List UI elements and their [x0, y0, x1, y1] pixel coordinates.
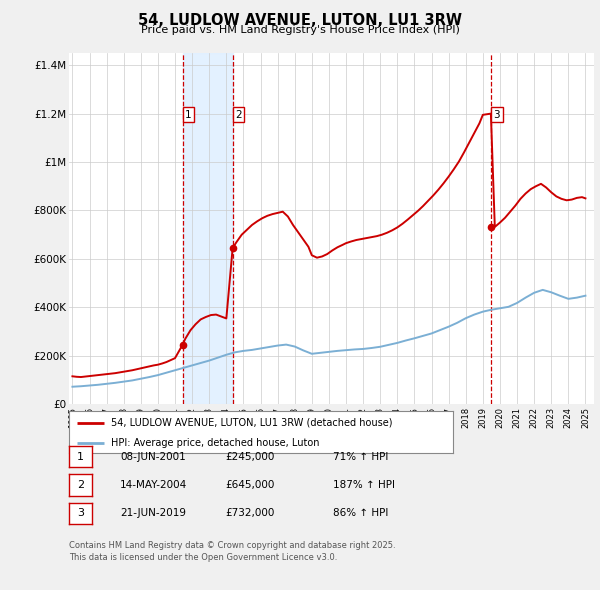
Text: 21-JUN-2019: 21-JUN-2019: [120, 509, 186, 518]
Text: 2: 2: [235, 110, 242, 120]
Text: 71% ↑ HPI: 71% ↑ HPI: [333, 452, 388, 461]
Text: £645,000: £645,000: [225, 480, 274, 490]
Text: 2: 2: [77, 480, 84, 490]
Text: 08-JUN-2001: 08-JUN-2001: [120, 452, 186, 461]
Text: 14-MAY-2004: 14-MAY-2004: [120, 480, 187, 490]
Text: Contains HM Land Registry data © Crown copyright and database right 2025.: Contains HM Land Registry data © Crown c…: [69, 541, 395, 550]
Bar: [182, 53, 233, 404]
Text: 1: 1: [185, 110, 192, 120]
Text: £732,000: £732,000: [225, 509, 274, 518]
Text: Price paid vs. HM Land Registry's House Price Index (HPI): Price paid vs. HM Land Registry's House …: [140, 25, 460, 35]
Text: 1: 1: [77, 452, 84, 461]
Text: 3: 3: [493, 110, 500, 120]
Text: 187% ↑ HPI: 187% ↑ HPI: [333, 480, 395, 490]
Text: 86% ↑ HPI: 86% ↑ HPI: [333, 509, 388, 518]
Text: 54, LUDLOW AVENUE, LUTON, LU1 3RW (detached house): 54, LUDLOW AVENUE, LUTON, LU1 3RW (detac…: [111, 418, 393, 428]
Text: HPI: Average price, detached house, Luton: HPI: Average price, detached house, Luto…: [111, 438, 320, 447]
Text: 3: 3: [77, 509, 84, 518]
Text: 54, LUDLOW AVENUE, LUTON, LU1 3RW: 54, LUDLOW AVENUE, LUTON, LU1 3RW: [138, 13, 462, 28]
Text: £245,000: £245,000: [225, 452, 274, 461]
Text: This data is licensed under the Open Government Licence v3.0.: This data is licensed under the Open Gov…: [69, 553, 337, 562]
